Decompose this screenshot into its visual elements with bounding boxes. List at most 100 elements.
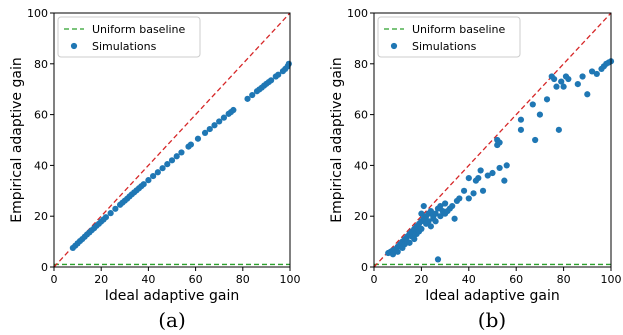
y-tick-label: 60 — [34, 109, 48, 122]
data-point — [389, 251, 397, 258]
data-point — [216, 118, 223, 125]
data-point — [154, 169, 161, 176]
data-point — [211, 122, 218, 129]
data-point — [187, 141, 194, 148]
data-point — [496, 164, 503, 172]
data-point — [543, 96, 551, 103]
x-tick-label: 80 — [236, 273, 250, 286]
legend-box — [377, 16, 521, 58]
y-tick-label: 80 — [354, 58, 368, 71]
data-point — [470, 190, 477, 197]
data-point — [558, 78, 565, 85]
x-tick-label: 100 — [280, 273, 301, 286]
legend: Uniform baseline Simulations — [377, 16, 521, 58]
y-axis-label: Empirical adaptive gain — [9, 57, 25, 222]
data-point — [574, 81, 581, 88]
data-point — [411, 235, 418, 243]
y-tick-label: 40 — [354, 159, 368, 172]
data-point — [230, 106, 237, 114]
data-point — [427, 208, 434, 215]
axes-frame — [373, 12, 612, 268]
x-tick-label: 20 — [414, 273, 428, 286]
data-point — [178, 149, 185, 156]
panel-caption: (b) — [478, 308, 506, 332]
data-point — [449, 202, 456, 210]
data-point — [206, 125, 213, 133]
data-point — [465, 195, 472, 202]
data-point — [536, 111, 544, 118]
x-axis-label: Ideal adaptive gain — [105, 288, 239, 304]
data-point — [584, 91, 591, 98]
legend-entry-uniform-baseline: Uniform baseline — [412, 23, 506, 36]
legend-entry-simulations: Simulations — [92, 40, 157, 53]
y-axis-label: Empirical adaptive gain — [329, 57, 345, 222]
data-point — [442, 200, 449, 207]
data-point — [168, 157, 176, 164]
y-tick-label: 60 — [354, 109, 368, 122]
data-point — [451, 215, 458, 222]
data-point — [164, 161, 171, 168]
panel-b: 0 20 40 60 80 100 0 20 40 60 80 100 Ideal adaptive g… — [329, 7, 622, 332]
data-point — [268, 77, 275, 84]
x-tick-label: 100 — [601, 273, 622, 286]
legend-simulations-swatch — [70, 42, 78, 50]
y-tick-label: 100 — [347, 7, 368, 20]
legend-entry-uniform-baseline: Uniform baseline — [92, 23, 186, 36]
x-tick-label: 40 — [141, 273, 155, 286]
data-point — [394, 248, 401, 255]
panel-caption: (a) — [158, 308, 186, 332]
data-point — [244, 95, 251, 102]
data-point — [112, 205, 119, 212]
axes-frame — [53, 12, 291, 268]
data-point — [503, 162, 510, 169]
legend-simulations-swatch — [390, 42, 398, 50]
data-point — [496, 139, 503, 146]
data-point — [456, 195, 463, 202]
data-point — [406, 239, 413, 246]
data-point — [150, 172, 157, 180]
data-point — [434, 256, 442, 263]
series-simulations — [69, 60, 292, 252]
data-point — [145, 177, 152, 184]
data-point — [529, 101, 536, 108]
data-point — [460, 187, 468, 194]
data-point — [159, 165, 166, 172]
data-point — [555, 126, 562, 133]
data-point — [517, 126, 525, 133]
x-tick-label: 0 — [371, 273, 378, 286]
data-point — [194, 135, 202, 142]
y-tick-label: 0 — [41, 261, 48, 274]
y-tick-label: 40 — [34, 159, 48, 172]
identity-line — [53, 12, 291, 268]
data-point — [477, 167, 484, 174]
data-point — [285, 60, 292, 67]
data-point — [420, 202, 427, 210]
legend-box — [57, 16, 201, 58]
data-point — [565, 75, 572, 83]
data-point — [425, 218, 432, 225]
x-tick-label: 0 — [51, 273, 58, 286]
x-tick-label: 60 — [509, 273, 523, 286]
data-point — [517, 116, 525, 123]
data-point — [201, 129, 209, 136]
data-point — [465, 175, 472, 182]
data-point — [107, 210, 114, 217]
data-point — [140, 181, 147, 188]
y-tick-label: 0 — [361, 261, 368, 274]
legend-entry-simulations: Simulations — [412, 40, 477, 53]
data-point — [432, 218, 439, 225]
data-point — [437, 202, 444, 210]
data-point — [560, 83, 567, 90]
identity-line — [373, 12, 612, 268]
data-point — [484, 172, 491, 179]
data-point — [220, 114, 228, 121]
data-point — [437, 213, 444, 220]
series-simulations — [385, 58, 615, 263]
data-point — [275, 71, 282, 78]
x-tick-label: 20 — [94, 273, 108, 286]
data-point — [593, 70, 600, 78]
y-tick-label: 20 — [34, 210, 48, 223]
data-point — [418, 210, 425, 217]
x-tick-label: 80 — [557, 273, 571, 286]
